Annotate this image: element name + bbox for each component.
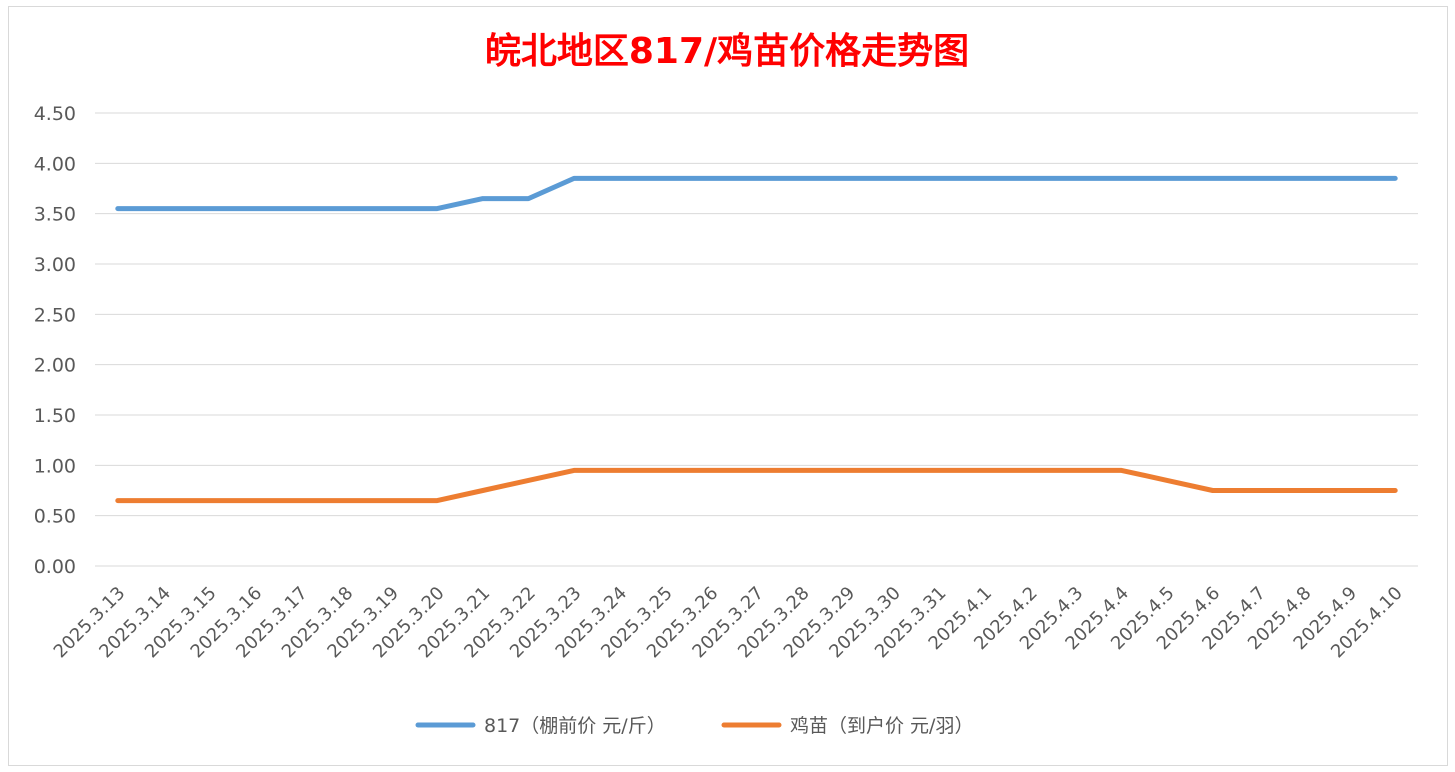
y-axis-ticks: 0.00 0.50 1.00 1.50 2.00 2.50 3.00 3.50 4.00 4.50: [34, 103, 76, 578]
y-tick-label: 4.50: [34, 103, 76, 125]
series-line-1: [115, 467, 1398, 504]
y-tick-label: 3.00: [34, 254, 76, 276]
x-axis-ticks: 2025.3.132025.3.142025.3.152025.3.162025…: [50, 583, 1407, 663]
chart-title: 皖北地区817/鸡苗价格走势图: [485, 31, 969, 72]
y-tick-label: 1.00: [34, 455, 76, 477]
y-tick-label: 0.00: [34, 556, 76, 578]
y-tick-label: 3.50: [34, 204, 76, 226]
y-tick-label: 4.00: [34, 153, 76, 175]
legend: 817（棚前价 元/斤） 鸡苗（到户价 元/羽）: [415, 715, 973, 737]
legend-label-0: 817（棚前价 元/斤）: [484, 715, 666, 737]
y-tick-label: 1.50: [34, 405, 76, 427]
y-tick-label: 2.50: [34, 304, 76, 326]
chart-area: [8, 6, 1448, 766]
y-tick-label: 0.50: [34, 506, 76, 528]
series-lines: [115, 175, 1398, 504]
grid-lines: [95, 112, 1418, 567]
y-tick-label: 2.00: [34, 355, 76, 377]
legend-label-1: 鸡苗（到户价 元/羽）: [790, 715, 973, 737]
series-line-0: [115, 175, 1398, 212]
